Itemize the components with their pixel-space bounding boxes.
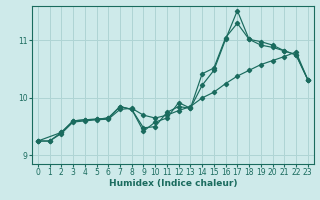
X-axis label: Humidex (Indice chaleur): Humidex (Indice chaleur) [108,179,237,188]
